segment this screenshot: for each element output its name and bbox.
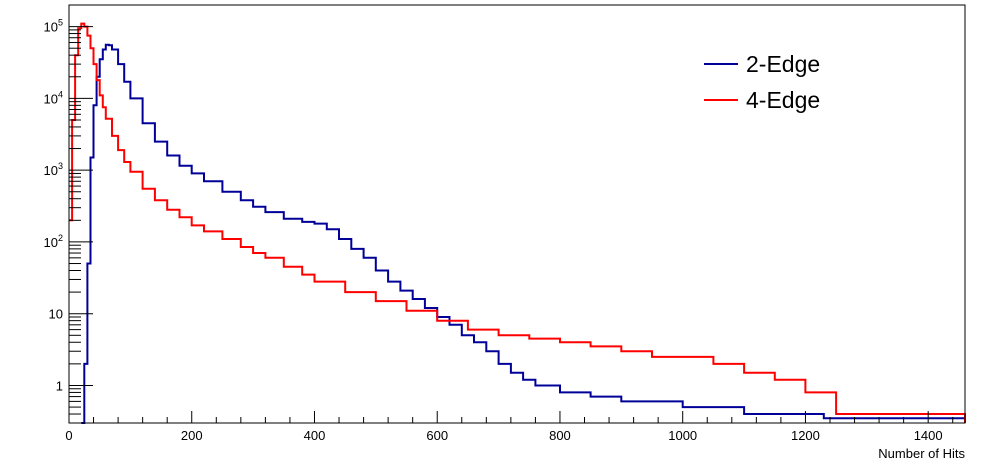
series-line-0	[81, 43, 966, 424]
x-tick-label: 600	[426, 428, 448, 443]
x-tick-label: 200	[181, 428, 203, 443]
series-line-1	[69, 22, 966, 423]
legend-label-0: 2-Edge	[746, 51, 820, 77]
x-tick-label: 0	[65, 428, 72, 443]
axes-layer: 0 200 400 600 800 1000 1200 1400 1 10 102 103 104 105	[44, 4, 954, 443]
y-tick-label: 104	[44, 89, 63, 106]
y-tick-label: 102	[44, 233, 63, 250]
x-tick-label: 800	[549, 428, 571, 443]
x-axis-title: Number of Hits	[878, 446, 965, 461]
y-tick-label: 10	[49, 307, 63, 322]
y-tick-label: 103	[44, 161, 63, 178]
legend-label-1: 4-Edge	[746, 87, 820, 113]
series-layer	[69, 22, 966, 424]
x-tick-label: 1000	[668, 428, 697, 443]
x-tick-label: 400	[304, 428, 326, 443]
y-tick-label: 1	[56, 378, 63, 393]
legend: 2-Edge 4-Edge	[704, 51, 820, 113]
plot-frame	[68, 4, 966, 424]
y-tick-label: 105	[44, 18, 63, 35]
x-tick-label: 1200	[791, 428, 820, 443]
x-tick-label: 1400	[914, 428, 943, 443]
